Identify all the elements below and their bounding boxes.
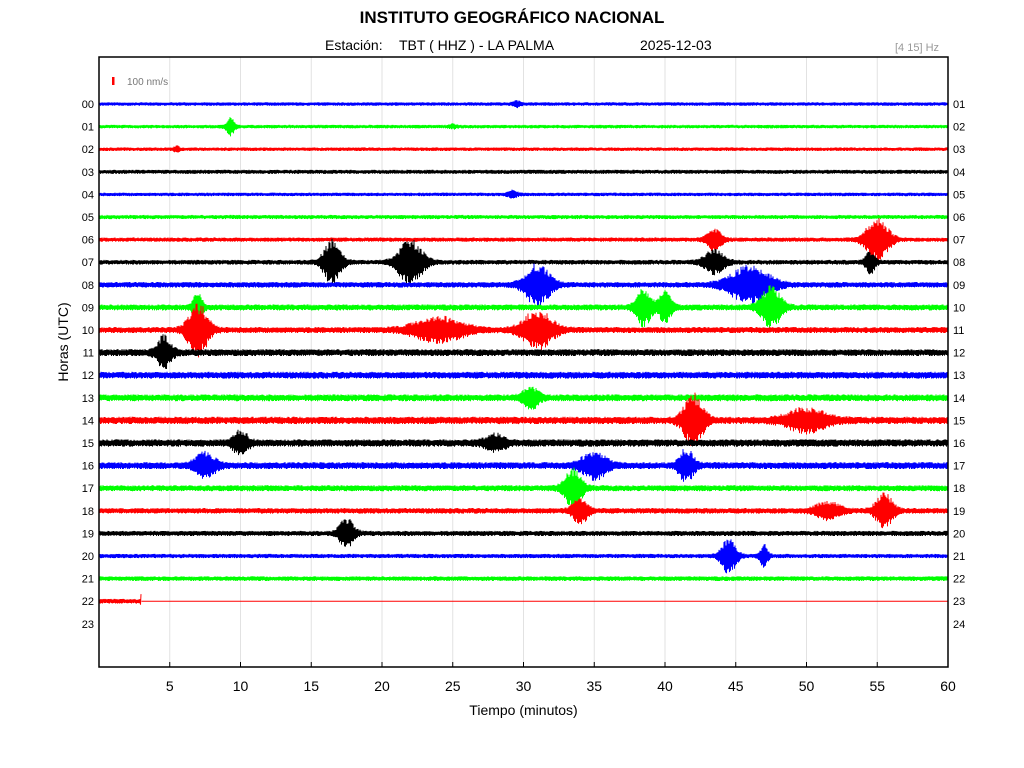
hour-label-right: 03 xyxy=(953,144,965,156)
trace-11 xyxy=(98,334,949,370)
chart-title: INSTITUTO GEOGRÁFICO NACIONAL xyxy=(359,8,665,27)
hour-label-right: 08 xyxy=(953,257,965,269)
hour-label-left: 06 xyxy=(82,235,94,247)
record-date: 2025-12-03 xyxy=(640,37,712,53)
hour-label-right: 05 xyxy=(953,189,965,201)
trace-22 xyxy=(98,594,142,605)
trace-20 xyxy=(98,539,949,574)
hour-label-left: 02 xyxy=(82,144,94,156)
hour-label-left: 13 xyxy=(82,393,94,405)
hour-label-right: 18 xyxy=(953,483,965,495)
hour-label-left: 03 xyxy=(82,167,94,179)
station-label: Estación: xyxy=(325,37,383,53)
hour-label-left: 10 xyxy=(82,325,94,337)
hour-label-right: 12 xyxy=(953,348,965,360)
hour-label-right: 11 xyxy=(953,325,964,337)
hour-label-right: 20 xyxy=(953,528,965,540)
hour-label-right: 09 xyxy=(953,280,965,292)
trace-06 xyxy=(98,218,949,264)
hour-label-right: 04 xyxy=(953,167,965,179)
x-tick-label: 35 xyxy=(586,678,602,694)
trace-16 xyxy=(98,449,949,482)
hour-label-right: 16 xyxy=(953,438,965,450)
hour-label-right: 07 xyxy=(953,235,965,247)
hour-label-right: 02 xyxy=(953,122,965,134)
x-axis-label: Tiempo (minutos) xyxy=(469,702,577,718)
hour-label-left: 07 xyxy=(82,257,94,269)
station-name: TBT ( HHZ ) - LA PALMA xyxy=(399,37,555,53)
hour-label-right: 23 xyxy=(953,596,965,608)
hour-label-left: 23 xyxy=(82,619,94,631)
trace-04 xyxy=(98,189,949,199)
trace-17 xyxy=(98,467,949,509)
hour-label-left: 08 xyxy=(82,280,94,292)
trace-19 xyxy=(98,519,949,547)
x-tick-label: 15 xyxy=(303,678,319,694)
trace-00 xyxy=(98,100,949,109)
x-tick-label: 55 xyxy=(869,678,885,694)
hour-label-right: 24 xyxy=(953,619,965,631)
trace-12 xyxy=(98,371,949,379)
trace-05 xyxy=(98,214,949,220)
x-tick-label: 45 xyxy=(728,678,744,694)
hour-label-right: 06 xyxy=(953,212,965,224)
trace-18 xyxy=(98,492,949,529)
hour-label-right: 14 xyxy=(953,393,965,405)
hour-label-right: 17 xyxy=(953,461,965,473)
trace-08 xyxy=(98,263,949,307)
scale-bar xyxy=(112,77,115,85)
trace-15 xyxy=(98,429,949,456)
frequency-band: [4 15] Hz xyxy=(895,42,940,54)
hour-label-left: 15 xyxy=(82,438,94,450)
trace-21 xyxy=(98,576,949,581)
hour-label-left: 01 xyxy=(82,122,94,134)
hour-label-right: 19 xyxy=(953,506,965,518)
hour-label-right: 22 xyxy=(953,574,965,586)
hour-label-left: 19 xyxy=(82,528,94,540)
x-tick-label: 5 xyxy=(166,678,174,694)
trace-02 xyxy=(98,145,949,153)
hour-label-left: 00 xyxy=(82,99,94,111)
x-tick-label: 25 xyxy=(445,678,461,694)
hour-label-left: 11 xyxy=(83,348,94,360)
hour-label-left: 04 xyxy=(82,189,94,201)
hour-label-right: 13 xyxy=(953,370,965,382)
hour-label-left: 05 xyxy=(82,212,94,224)
hour-label-left: 17 xyxy=(82,483,94,495)
hour-label-left: 18 xyxy=(82,506,94,518)
trace-10 xyxy=(98,303,949,358)
hour-label-right: 15 xyxy=(953,415,965,427)
trace-14 xyxy=(98,392,949,447)
trace-01 xyxy=(98,117,949,137)
x-tick-label: 50 xyxy=(799,678,815,694)
x-tick-label: 60 xyxy=(940,678,956,694)
hour-label-right: 10 xyxy=(953,302,965,314)
hour-label-left: 09 xyxy=(82,302,94,314)
hour-label-left: 22 xyxy=(82,596,94,608)
hour-label-left: 21 xyxy=(82,574,94,586)
trace-07 xyxy=(98,238,949,286)
hour-label-left: 14 xyxy=(82,415,94,427)
hour-label-left: 12 xyxy=(82,370,94,382)
x-tick-label: 20 xyxy=(374,678,390,694)
hour-label-left: 16 xyxy=(82,461,94,473)
hour-label-right: 01 xyxy=(953,99,965,111)
x-tick-label: 30 xyxy=(516,678,532,694)
trace-13 xyxy=(98,386,949,410)
trace-09 xyxy=(98,285,949,329)
x-tick-label: 10 xyxy=(233,678,249,694)
trace-03 xyxy=(98,169,949,174)
x-tick-label: 40 xyxy=(657,678,673,694)
scale-label: 100 nm/s xyxy=(127,77,168,88)
hour-label-left: 20 xyxy=(82,551,94,563)
y-axis-label: Horas (UTC) xyxy=(55,302,71,381)
hour-label-right: 21 xyxy=(953,551,965,563)
